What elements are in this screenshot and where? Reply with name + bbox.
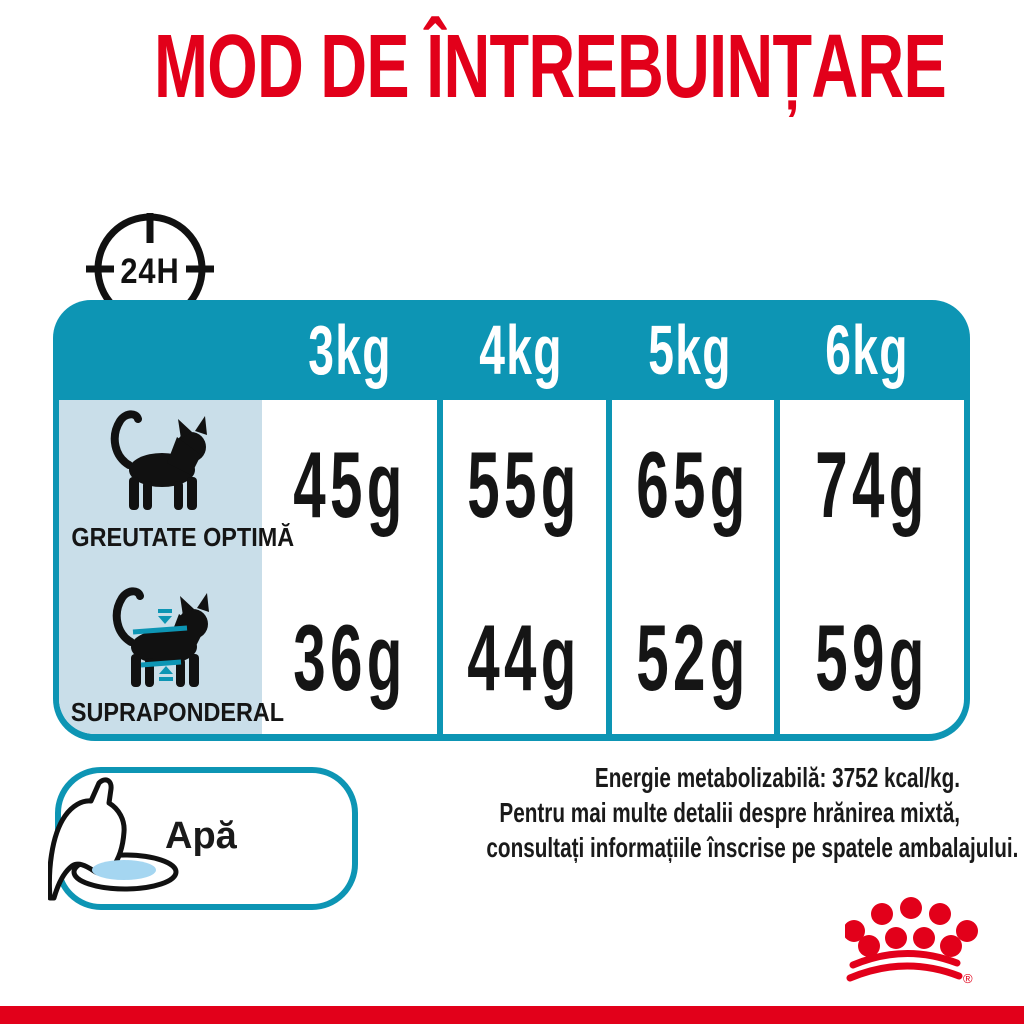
column-divider — [774, 400, 780, 734]
feeding-value: 36g — [293, 605, 407, 710]
feeding-value: 52g — [636, 605, 750, 710]
column-divider — [437, 400, 443, 734]
row-label-optimal-weight: GREUTATE OPTIMĂ — [71, 522, 295, 552]
cat-drinking-water-icon — [48, 777, 179, 901]
cat-optimal-weight-icon — [110, 410, 207, 510]
feeding-value: 55g — [467, 432, 581, 537]
column-header-5kg: 5kg — [648, 311, 732, 389]
feeding-value: 59g — [815, 605, 929, 710]
page-title: MOD DE ÎNTREBUINȚARE — [153, 17, 947, 117]
registered-trademark: ® — [963, 971, 973, 986]
feeding-value: 65g — [636, 432, 750, 537]
clock-label: 24H — [120, 252, 180, 291]
energy-note-line3: consultați informațiile înscrise pe spat… — [486, 832, 1019, 863]
cat-overweight-icon — [112, 587, 209, 687]
feeding-table-body: GREUTATE OPTIMĂ 45g 55g 65g 74g SUPRAPON — [53, 400, 970, 741]
column-header-3kg: 3kg — [308, 311, 392, 389]
energy-note-line2: Pentru mai multe detalii despre hrănirea… — [499, 797, 960, 828]
clock-circle-icon — [86, 213, 214, 325]
24h-clock-icon: 24H — [80, 205, 220, 345]
column-header-6kg: 6kg — [825, 311, 909, 389]
feeding-value: 45g — [293, 432, 407, 537]
bottom-red-bar — [0, 1006, 1024, 1024]
header: MOD DE ÎNTREBUINȚARE — [0, 20, 1024, 115]
column-header-4kg: 4kg — [479, 311, 563, 389]
water-label: Apă — [165, 815, 237, 857]
feeding-table: 3kg 4kg 5kg 6kg GREUTATE OPTIMĂ 45g 55g … — [53, 300, 970, 741]
feeding-table-header: 3kg 4kg 5kg 6kg — [53, 300, 970, 400]
feeding-value: 74g — [815, 432, 929, 537]
energy-note: Energie metabolizabilă: 3752 kcal/kg. Pe… — [320, 760, 1019, 865]
royal-canin-crown-logo: ® — [845, 897, 978, 986]
column-divider — [606, 400, 612, 734]
energy-note-line1: Energie metabolizabilă: 3752 kcal/kg. — [594, 762, 960, 793]
feeding-value: 44g — [467, 605, 581, 710]
row-label-overweight: SUPRAPONDERAL — [70, 697, 285, 727]
